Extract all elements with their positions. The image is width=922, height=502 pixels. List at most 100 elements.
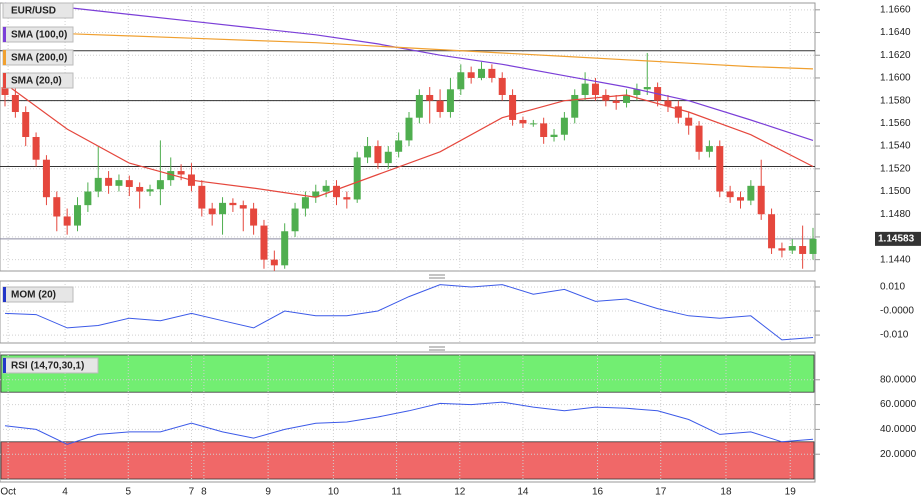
legend-label: SMA (200,0) xyxy=(11,53,67,64)
y-tick-label: 1.1440 xyxy=(880,254,911,265)
candle-body xyxy=(457,72,465,90)
y-tick-label: 1.1560 xyxy=(880,118,911,129)
y-tick-label: 1.1480 xyxy=(880,209,911,220)
y-tick-label: 1.1660 xyxy=(880,4,911,15)
candle-body xyxy=(415,94,423,118)
legend-label: SMA (100,0) xyxy=(11,30,67,41)
y-tick-label: 1.1500 xyxy=(880,186,911,197)
x-tick-label: 4 xyxy=(62,487,68,498)
candle-body xyxy=(747,185,755,201)
legend-label: EUR/USD xyxy=(11,6,56,17)
candle-body xyxy=(177,171,185,175)
candle-body xyxy=(53,197,61,217)
x-tick-label: 19 xyxy=(785,487,797,498)
y-tick-label: -0.0000 xyxy=(880,306,914,317)
candle-body xyxy=(685,117,693,126)
y-tick-label: 1.1640 xyxy=(880,27,911,38)
line-series xyxy=(4,30,814,70)
candle-body xyxy=(156,180,164,190)
candle-body xyxy=(353,157,361,200)
candle-body xyxy=(198,185,206,209)
candle-body xyxy=(788,246,796,251)
candle-body xyxy=(664,100,672,107)
candle-body xyxy=(799,246,807,254)
legend-swatch xyxy=(3,287,6,302)
candle-body xyxy=(312,191,320,198)
last-price-label: 1.14583 xyxy=(878,234,915,245)
candle-body xyxy=(364,146,372,158)
candle-body xyxy=(260,225,268,260)
candle-body xyxy=(42,159,50,198)
candle-body xyxy=(270,259,278,266)
x-tick-label: 8 xyxy=(201,487,207,498)
candle-body xyxy=(125,180,133,187)
x-tick-label: 17 xyxy=(655,487,667,498)
legend-label: SMA (20,0) xyxy=(11,76,62,87)
candle-body xyxy=(560,117,568,135)
x-tick-label: 5 xyxy=(125,487,131,498)
y-tick-label: 40.0000 xyxy=(880,424,917,435)
y-tick-label: 1.1540 xyxy=(880,141,911,152)
x-tick-label: Oct xyxy=(0,487,16,498)
candle-body xyxy=(809,238,817,254)
candle-body xyxy=(633,89,641,95)
candle-body xyxy=(757,185,765,215)
candle-body xyxy=(426,94,434,101)
candle-body xyxy=(478,68,486,78)
candle-body xyxy=(167,171,175,181)
candle-body xyxy=(581,83,589,95)
candle-body xyxy=(705,146,713,152)
y-tick-label: 1.1600 xyxy=(880,73,911,84)
candle-body xyxy=(612,100,620,103)
legend-box xyxy=(2,2,74,19)
last-price-box xyxy=(875,231,921,246)
candle-body xyxy=(446,89,454,113)
legend-swatch xyxy=(3,50,6,65)
x-tick-label: 9 xyxy=(265,487,271,498)
line-series xyxy=(4,83,814,198)
candle-body xyxy=(105,177,113,186)
candle-body xyxy=(602,94,610,101)
candle-body xyxy=(436,100,444,113)
candle-body xyxy=(768,214,776,249)
candle-body xyxy=(550,134,558,137)
candle-body xyxy=(519,119,527,124)
candle-body xyxy=(623,94,631,103)
x-tick-label: 16 xyxy=(592,487,604,498)
y-tick-label: 0.010 xyxy=(880,282,905,293)
candle-body xyxy=(74,205,82,226)
candle-body xyxy=(498,77,506,95)
y-tick-label: 1.1520 xyxy=(880,163,911,174)
candle-body xyxy=(674,106,682,118)
candle-body xyxy=(94,177,102,192)
candle-body xyxy=(716,146,724,192)
candle-body xyxy=(84,191,92,206)
candle-body xyxy=(395,140,403,152)
x-tick-label: 10 xyxy=(328,487,340,498)
legend-label: RSI (14,70,30,1) xyxy=(11,361,84,372)
candle-body xyxy=(63,216,71,226)
x-tick-label: 7 xyxy=(189,487,195,498)
x-tick-label: 18 xyxy=(720,487,732,498)
line-series xyxy=(4,2,814,141)
y-tick-label: 1.1580 xyxy=(880,95,911,106)
candle-body xyxy=(291,208,299,232)
candle-body xyxy=(22,112,30,137)
zone xyxy=(0,441,815,480)
candle-body xyxy=(322,185,330,192)
candle-body xyxy=(301,197,309,209)
candle-body xyxy=(281,231,289,266)
candle-body xyxy=(343,197,351,200)
candle-body xyxy=(726,191,734,198)
candle-body xyxy=(11,94,19,113)
candle-body xyxy=(374,146,382,164)
line-series xyxy=(4,284,814,341)
panel-frame xyxy=(0,280,816,344)
candle-body xyxy=(591,83,599,95)
zone xyxy=(0,354,815,393)
candle-body xyxy=(509,94,517,120)
candle-body xyxy=(250,208,258,226)
candle-body xyxy=(332,185,340,198)
candle-body xyxy=(219,202,227,215)
candle-body xyxy=(239,205,247,209)
